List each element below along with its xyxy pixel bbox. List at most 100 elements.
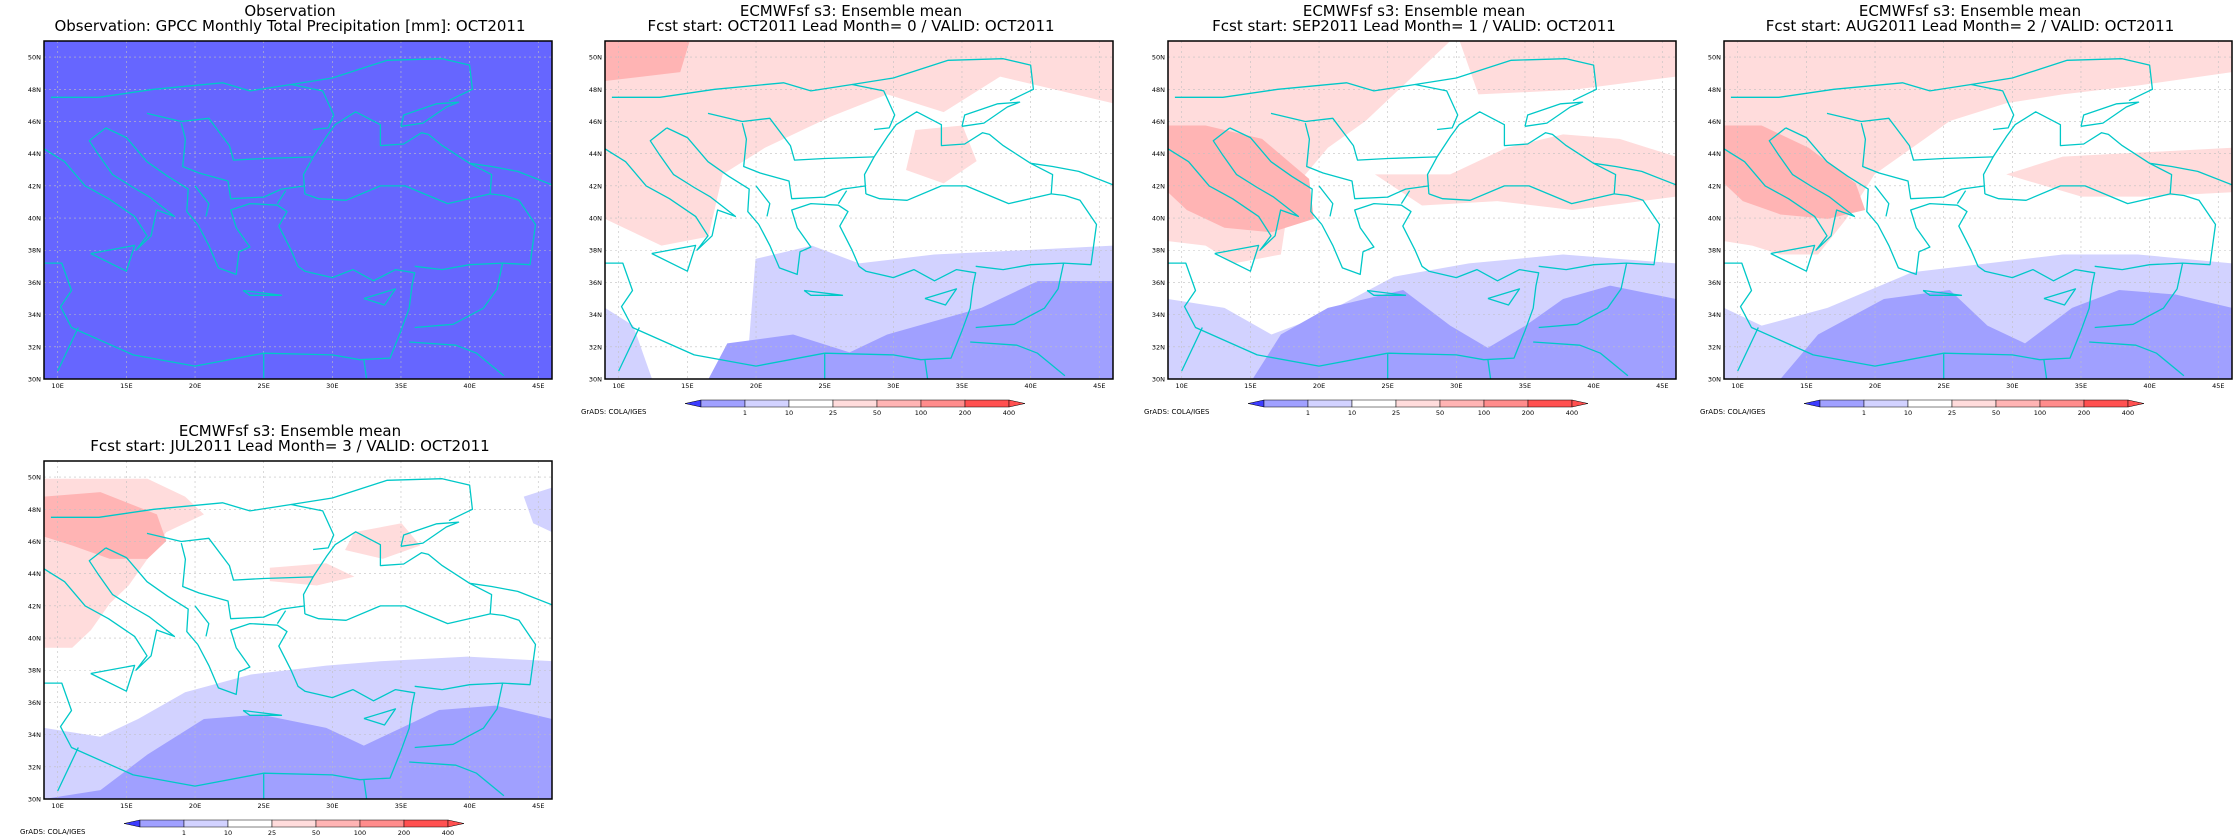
colorbar-segment (139, 819, 185, 828)
coastline (1826, 112, 1994, 161)
coastline (1174, 58, 1598, 102)
lon-tick-label: 25E (818, 382, 830, 390)
lon-tick-label: 45E (1656, 382, 1668, 390)
coastline (2231, 144, 2232, 146)
coastline (741, 122, 866, 200)
coastline (363, 708, 397, 726)
lat-tick-label: 42N (1152, 182, 1165, 190)
lon-tick-label: 40E (1587, 382, 1599, 390)
coastline (1724, 127, 1856, 251)
coastline (363, 288, 397, 306)
coastline (290, 83, 335, 131)
map-frame (43, 40, 553, 380)
map-frame (604, 40, 1114, 380)
coastlines (44, 58, 552, 379)
coastline (2089, 341, 2185, 377)
lat-tick-label: 36N (589, 279, 602, 287)
precipitation-map: 50N 48N 46N 44N 42N 40N 38N 36N 34N 32N 30N 10E 15E 2… (28, 40, 553, 390)
lat-tick-label: 46N (589, 118, 602, 126)
colorbar-segment (1863, 399, 1909, 408)
colorbar-arrow-low (684, 399, 702, 408)
lat-tick-label: 38N (28, 247, 41, 255)
coastline (924, 288, 958, 306)
colorbar-segment (359, 819, 405, 828)
panel-subtitle: Fcst start: SEP2011 Lead Month= 1 / VALI… (1212, 17, 1616, 35)
precip-contour-region (1724, 125, 1866, 219)
coastline (302, 531, 493, 625)
colorbar-segment (1307, 399, 1353, 408)
coastline (666, 127, 760, 225)
lat-tick-label: 38N (28, 667, 41, 675)
colorbar-tick-label: 1 (743, 409, 747, 417)
coastline (975, 262, 1065, 329)
lon-tick-label: 20E (189, 802, 201, 810)
coastline (1724, 202, 2096, 367)
coastline (146, 112, 314, 161)
panel-subtitle: Fcst start: OCT2011 Lead Month= 0 / VALI… (647, 17, 1055, 35)
coastline (1400, 190, 1411, 204)
coastline (409, 761, 505, 797)
lat-tick-label: 40N (589, 215, 602, 223)
colorbar-tick-label: 400 (1566, 409, 1578, 417)
coastline (551, 564, 552, 566)
colorbar-arrow-low (123, 819, 141, 828)
lat-tick-label: 44N (28, 570, 41, 578)
coastline (2094, 262, 2184, 329)
colorbar-tick-label: 100 (2034, 409, 2046, 417)
lon-tick-label: 40E (463, 802, 475, 810)
coastline (1533, 341, 1629, 377)
lon-tick-label: 20E (1869, 382, 1881, 390)
lat-tick-label: 34N (589, 311, 602, 319)
lat-tick-label: 30N (1708, 376, 1721, 384)
precipitation-map: 50N 48N 46N 44N 42N 40N 38N 36N 34N 32N 30N 10E 15E 2… (1152, 40, 1677, 417)
coastline (276, 190, 287, 204)
colorbar-segment (315, 819, 361, 828)
lat-tick-label: 32N (28, 763, 41, 771)
precip-contour-region (269, 563, 355, 586)
lat-tick-label: 40N (28, 215, 41, 223)
lat-tick-label: 32N (589, 343, 602, 351)
coastline (276, 610, 287, 624)
coastline (180, 122, 305, 200)
lat-tick-label: 32N (1708, 343, 1721, 351)
coastline (924, 359, 929, 379)
coastline (1538, 193, 1661, 271)
colorbar-arrow-high (1008, 399, 1026, 408)
coastlines (1724, 58, 2232, 379)
colorbar-tick-label: 1 (182, 829, 186, 837)
precip-contour-region (2006, 147, 2232, 197)
colorbar-arrow-high (447, 819, 465, 828)
coastline (1181, 327, 1203, 372)
precip-contour-region (1252, 285, 1676, 379)
lon-tick-label: 40E (463, 382, 475, 390)
lat-tick-label: 38N (589, 247, 602, 255)
colorbar-segment (1907, 399, 1953, 408)
lon-tick-label: 35E (395, 802, 407, 810)
lat-tick-label: 42N (1708, 182, 1721, 190)
coastline (1030, 144, 1113, 186)
colorbar-tick-label: 1 (1306, 409, 1310, 417)
lon-tick-label: 20E (750, 382, 762, 390)
coastline (961, 101, 1021, 127)
colorbar-segment (2083, 399, 2129, 408)
grads-credit: GrADS: COLA/IGES (1700, 408, 1766, 416)
coastline (1593, 144, 1676, 186)
lat-tick-label: 30N (589, 376, 602, 384)
coastline (180, 542, 305, 620)
colorbar-tick-label: 50 (1436, 409, 1444, 417)
coastline (2043, 288, 2077, 306)
coastline (242, 289, 283, 296)
coastline (363, 359, 368, 379)
map-panel-lead-0: ECMWFsf s3: Ensemble mean Fcst start: OC… (581, 0, 1121, 420)
coastline (44, 127, 176, 251)
coastline (105, 127, 199, 225)
map-frame (43, 460, 553, 800)
colorbar-tick-label: 200 (2078, 409, 2090, 417)
lat-tick-label: 36N (1708, 279, 1721, 287)
colorbar-tick-label: 400 (2122, 409, 2134, 417)
panel-title: ECMWFsf s3: Ensemble mean (739, 2, 963, 20)
lat-tick-label: 36N (28, 279, 41, 287)
precip-shading (1168, 41, 1676, 379)
coastline (57, 747, 79, 792)
map-area (44, 461, 552, 799)
